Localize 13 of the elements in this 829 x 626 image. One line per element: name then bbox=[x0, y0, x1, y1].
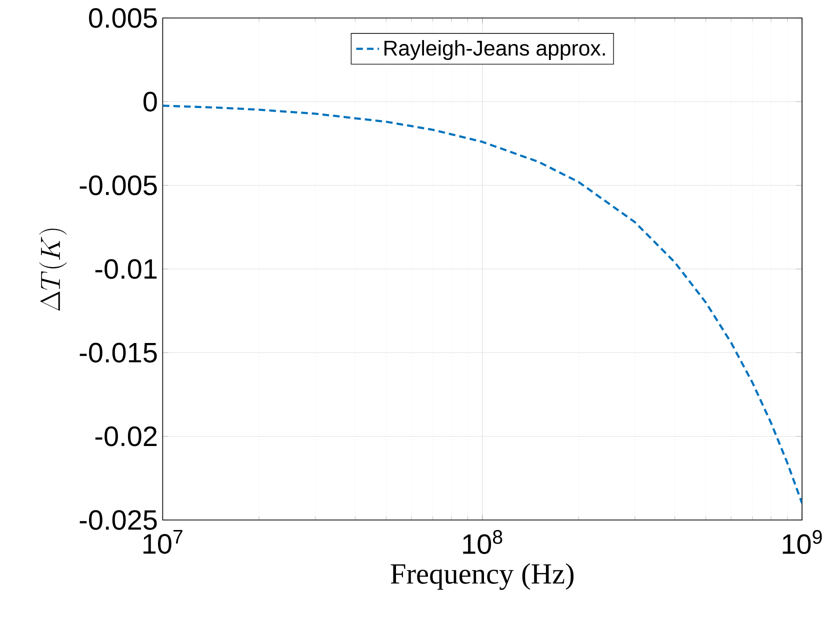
x-axis-title: Frequency (Hz) bbox=[390, 563, 574, 590]
x-tick-label: 10$^{9}$ bbox=[782, 530, 822, 554]
y-axis-title: $\Delta T(K)$ bbox=[39, 228, 67, 311]
y-tick-label: -0.005 bbox=[80, 175, 157, 196]
x-tick-label: 10$^{8}$ bbox=[463, 530, 502, 554]
y-tick-label: 0 bbox=[144, 92, 157, 112]
x-tick-label: 10$^{7}$ bbox=[143, 530, 182, 554]
y-tick-label: -0.015 bbox=[80, 342, 157, 363]
y-tick-label: -0.01 bbox=[95, 259, 157, 279]
y-tick-label: -0.025 bbox=[80, 510, 157, 530]
y-tick-label: -0.02 bbox=[95, 426, 157, 446]
legend-label: Rayleigh-Jeans approx. bbox=[384, 40, 605, 60]
y-tick-label: 0.005 bbox=[89, 8, 157, 28]
